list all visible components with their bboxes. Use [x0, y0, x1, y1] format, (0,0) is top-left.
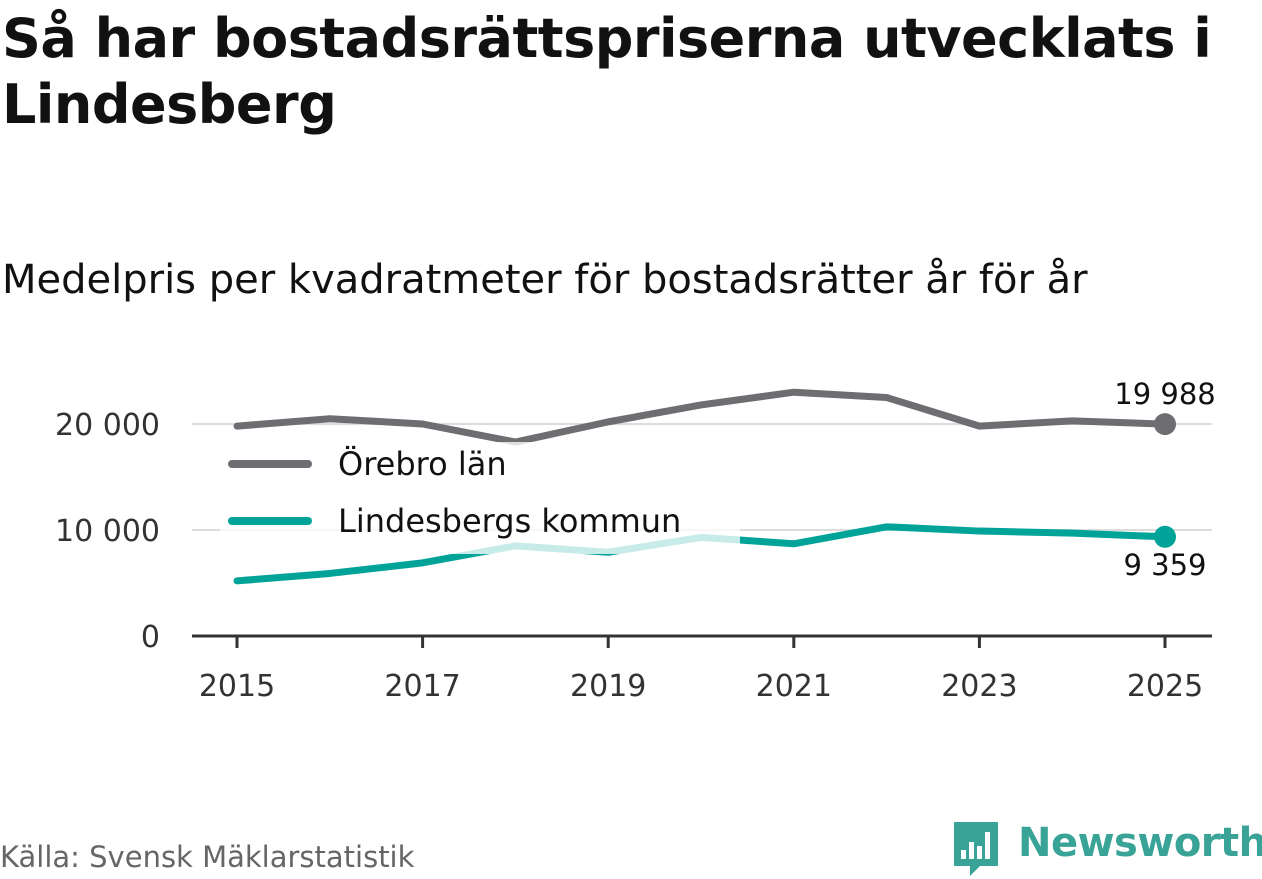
legend-label: Lindesbergs kommun	[338, 502, 681, 540]
source-note: Källa: Svensk Mäklarstatistik	[0, 840, 415, 874]
brand-logo: Newsworthy	[950, 818, 1262, 878]
y-tick-label: 10 000	[55, 514, 160, 549]
series-line-orebro-lan	[233, 388, 1169, 446]
x-tick-label: 2025	[1127, 669, 1203, 704]
chart-subtitle: Medelpris per kvadratmeter för bostadsrä…	[2, 257, 1088, 303]
end-point-marker	[1154, 525, 1176, 548]
end-value-label: 19 988	[1114, 377, 1215, 411]
chart-title: Så har bostadsrättspriserna utvecklats i…	[2, 7, 1212, 136]
x-tick-label: 2015	[199, 669, 275, 704]
x-tick-label: 2021	[756, 669, 832, 704]
y-tick-label: 0	[141, 620, 160, 655]
newsworthy-logo-icon	[954, 822, 998, 876]
x-tick-label: 2017	[384, 669, 460, 704]
end-point-marker	[1154, 413, 1176, 436]
y-tick-label: 20 000	[55, 408, 160, 443]
end-value-label: 9 359	[1123, 548, 1206, 582]
brand-name: Newsworthy	[1018, 820, 1262, 866]
legend-label: Örebro län	[338, 445, 507, 483]
x-tick-label: 2019	[570, 669, 646, 704]
x-tick-label: 2023	[941, 669, 1017, 704]
